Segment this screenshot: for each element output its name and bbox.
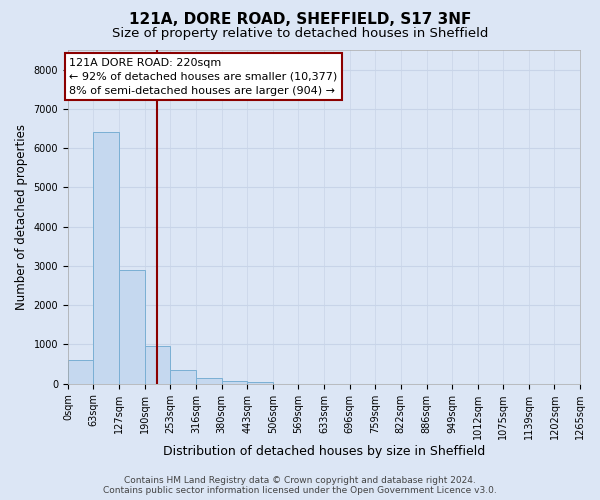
Bar xyxy=(68,360,94,384)
Bar xyxy=(119,270,145,384)
Bar xyxy=(94,132,119,384)
Text: Size of property relative to detached houses in Sheffield: Size of property relative to detached ho… xyxy=(112,28,488,40)
Text: 121A DORE ROAD: 220sqm
← 92% of detached houses are smaller (10,377)
8% of semi-: 121A DORE ROAD: 220sqm ← 92% of detached… xyxy=(69,58,337,96)
Bar xyxy=(247,382,273,384)
Bar xyxy=(222,380,247,384)
Bar xyxy=(196,378,222,384)
Y-axis label: Number of detached properties: Number of detached properties xyxy=(15,124,28,310)
Text: Contains HM Land Registry data © Crown copyright and database right 2024.
Contai: Contains HM Land Registry data © Crown c… xyxy=(103,476,497,495)
X-axis label: Distribution of detached houses by size in Sheffield: Distribution of detached houses by size … xyxy=(163,444,485,458)
Bar xyxy=(170,370,196,384)
Bar xyxy=(145,346,170,384)
Text: 121A, DORE ROAD, SHEFFIELD, S17 3NF: 121A, DORE ROAD, SHEFFIELD, S17 3NF xyxy=(129,12,471,28)
